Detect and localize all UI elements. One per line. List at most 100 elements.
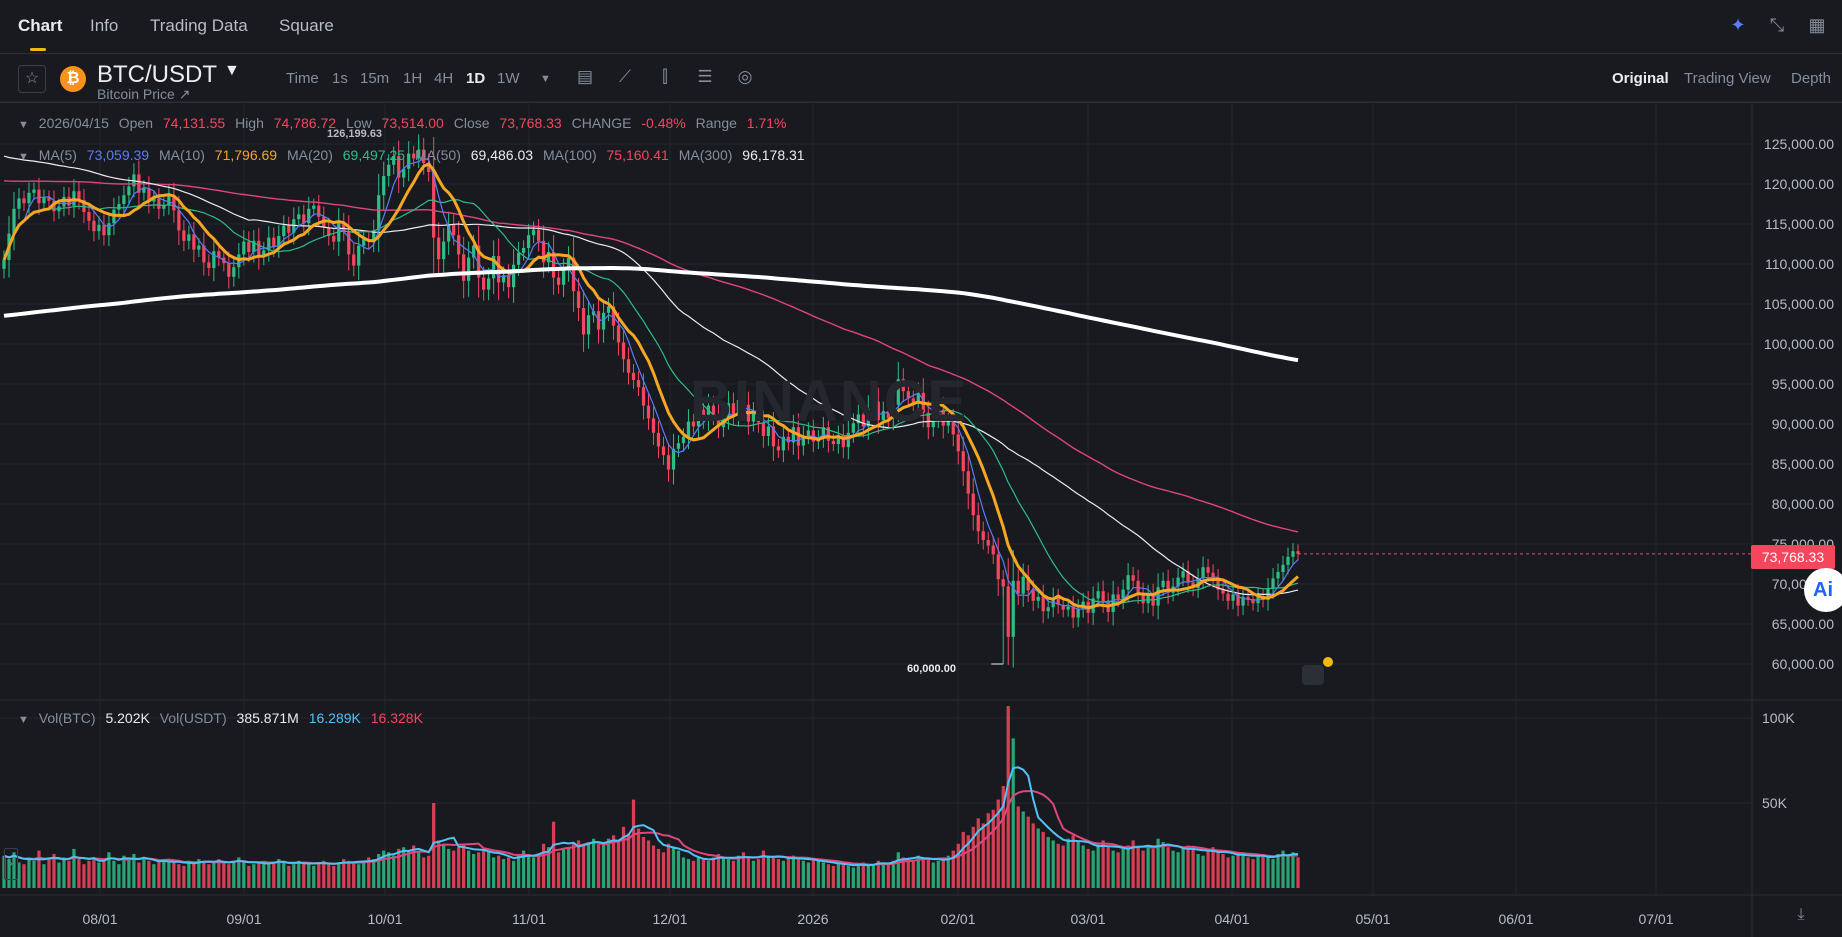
volume-bar — [731, 860, 736, 888]
indicator-settings-icon[interactable]: ☰ — [697, 67, 713, 86]
tab-chart[interactable]: Chart — [18, 16, 63, 35]
volume-bar — [921, 857, 925, 888]
fit-to-screen-icon[interactable]: ⤓ — [1797, 906, 1805, 923]
grid-layout-icon[interactable]: ▦ — [1808, 15, 1826, 35]
volume-bar — [1231, 855, 1235, 888]
candle-body — [377, 195, 381, 231]
volume-bar — [157, 862, 161, 888]
candle-body — [951, 420, 955, 435]
volume-bar — [841, 864, 845, 888]
interval-time[interactable]: Time — [286, 70, 319, 87]
interval-1w[interactable]: 1W — [497, 70, 520, 87]
volume-bar — [666, 843, 671, 888]
candle-body — [1206, 567, 1210, 573]
view-trading-view[interactable]: Trading View — [1684, 70, 1771, 87]
candle-body — [1211, 572, 1215, 580]
ma300-line — [3, 266, 1299, 363]
volume-bar — [237, 857, 241, 888]
settings-icon[interactable]: ◎ — [737, 67, 753, 86]
volume-bar — [661, 852, 666, 888]
volume-bar — [531, 857, 536, 888]
volume-bar — [437, 840, 441, 888]
pair-subtitle-link[interactable]: Bitcoin Price ↗ — [97, 86, 191, 102]
volume-bar — [631, 799, 636, 888]
tab-trading-data[interactable]: Trading Data — [150, 16, 248, 35]
pair-name[interactable]: BTC/USDT — [97, 61, 217, 88]
view-original[interactable]: Original — [1612, 70, 1669, 87]
expand-panel-icon[interactable]: › — [4, 848, 18, 880]
candle-body — [472, 245, 476, 258]
candle-body — [292, 219, 296, 233]
volume-bar — [566, 847, 571, 888]
interval-1s[interactable]: 1s — [332, 70, 348, 87]
time-axis-label: 04/01 — [1214, 911, 1249, 927]
volume-bar — [1091, 850, 1095, 888]
interval-15m[interactable]: 15m — [360, 70, 390, 87]
candle-body — [1276, 572, 1280, 579]
price-axis-label: 95,000.00 — [1772, 376, 1834, 392]
tab-info[interactable]: Info — [90, 16, 119, 35]
volume-bar — [571, 843, 576, 888]
ma300-label: MA(300) — [678, 147, 733, 163]
candle-body — [107, 223, 111, 236]
volume-bar — [1106, 847, 1110, 888]
interval-4h[interactable]: 4H — [434, 70, 454, 87]
pair-dropdown-icon[interactable]: ▼ — [224, 62, 240, 79]
volume-collapse-icon[interactable]: ▼ — [18, 714, 29, 726]
candle-body — [287, 225, 291, 233]
volume-bar — [1126, 845, 1130, 888]
volume-bar — [641, 837, 646, 888]
ma50-line — [3, 155, 1299, 596]
candle-body — [1026, 576, 1030, 591]
ma-collapse-icon[interactable]: ▼ — [18, 151, 29, 163]
candle-body — [317, 205, 321, 217]
collapse-icon[interactable]: ⤡ — [1769, 15, 1785, 35]
volume-bar — [1206, 850, 1210, 888]
time-axis-label: 02/01 — [940, 911, 975, 927]
volume-bar — [1146, 845, 1150, 888]
view-depth[interactable]: Depth — [1791, 70, 1832, 87]
interval-1h[interactable]: 1H — [403, 70, 423, 87]
time-axis-label: 08/01 — [82, 911, 117, 927]
sparkle-ai-icon[interactable]: ✦ — [1730, 15, 1746, 35]
volume-bar — [746, 857, 751, 888]
time-axis-label: 11/01 — [512, 911, 546, 927]
ai-assistant-button[interactable]: Ai — [1804, 568, 1842, 612]
volume-bar — [387, 852, 391, 888]
candle-body — [791, 427, 796, 443]
volume-bar — [506, 857, 511, 888]
volume-bar — [367, 857, 371, 888]
volume-bar — [511, 860, 516, 888]
volume-bar — [1271, 859, 1275, 888]
volume-bar — [1071, 835, 1075, 888]
candle-body — [1021, 576, 1025, 594]
volume-bar — [681, 857, 686, 888]
price-axis-label: 115,000.00 — [1765, 216, 1834, 232]
ohlc-collapse-icon[interactable]: ▼ — [18, 119, 29, 131]
volume-bar — [52, 854, 56, 888]
interval-1d[interactable]: 1D — [466, 70, 486, 87]
ma10-line — [2, 162, 1300, 610]
favorite-star-icon[interactable]: ☆ — [18, 65, 46, 93]
candle-body — [591, 311, 596, 316]
candle-body — [272, 237, 276, 248]
volume-bar — [926, 859, 930, 888]
line-chart-icon[interactable]: ⟋ — [619, 67, 631, 86]
candle-body — [77, 191, 81, 200]
candle-body — [1011, 580, 1015, 637]
candle-body — [452, 224, 456, 236]
candles-icon[interactable]: ⫿ — [662, 67, 668, 86]
volume-bar — [601, 845, 606, 888]
interval-more-dropdown-icon[interactable]: ▼ — [540, 73, 551, 85]
volume-bar — [2, 855, 6, 888]
calendar-icon[interactable]: ▤ — [576, 67, 594, 86]
price-axis-label: 110,000.00 — [1765, 256, 1834, 272]
volume-bar — [966, 835, 970, 888]
candle-body — [417, 149, 421, 159]
ma100-value: 75,160.41 — [606, 147, 669, 163]
tab-square[interactable]: Square — [279, 16, 334, 35]
volume-bar — [1196, 854, 1200, 888]
volume-bar — [162, 859, 166, 888]
